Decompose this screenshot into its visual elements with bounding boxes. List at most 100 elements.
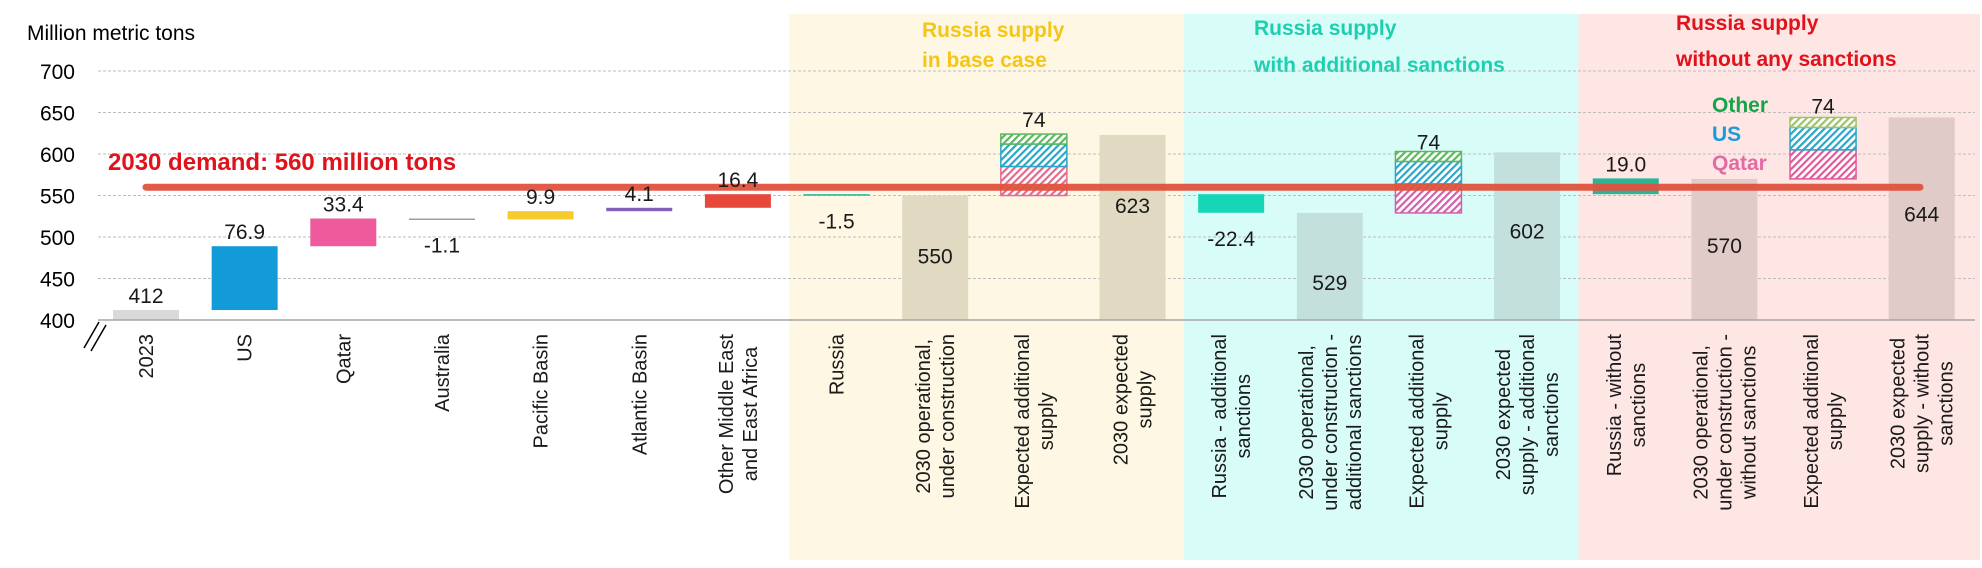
x-tick-label: 2030 operational, under construction - wit… xyxy=(1690,334,1760,511)
y-tick-label: 700 xyxy=(40,61,75,84)
stack-segment-us xyxy=(1000,143,1068,168)
data-label: 602 xyxy=(1510,220,1545,243)
gridlines xyxy=(98,70,1975,279)
x-tick-label-line: supply xyxy=(1825,392,1847,450)
stack-legend: Other US Qatar xyxy=(1712,94,1768,175)
demand-label: 2030 demand: 560 million tons xyxy=(108,149,456,176)
x-tick-label-line: 2023 xyxy=(136,334,158,379)
data-label: 74 xyxy=(1811,95,1835,118)
delta-bar xyxy=(1198,194,1265,213)
delta-bar xyxy=(507,211,574,220)
x-tick-label-line: and East Africa xyxy=(740,346,762,481)
delta-bar xyxy=(211,246,278,311)
x-tick-label-line: supply xyxy=(1430,392,1452,450)
total-bar xyxy=(1099,134,1166,320)
x-tick-label-line: Russia - additional xyxy=(1209,334,1231,499)
data-label: 9.9 xyxy=(526,186,555,209)
x-tick-label-line: 2030 operational, xyxy=(1690,345,1712,500)
x-tick-label: Australia xyxy=(432,333,454,412)
x-tick-label-line: Australia xyxy=(432,333,454,412)
data-label: 16.4 xyxy=(717,169,758,192)
data-labels: 412 76.9 33.4 -1.1 9.9 4.1 16.4 -1.5 550 74 623 -22… xyxy=(128,95,1939,308)
x-tick-label-line: US xyxy=(235,334,257,362)
panel-title: in base case xyxy=(922,49,1047,72)
x-tick-label-line: Expected additional xyxy=(1012,334,1034,509)
x-tick-label: Russia xyxy=(827,333,849,395)
x-tick-label: Russia - without sanctions xyxy=(1604,334,1650,477)
data-label: -1.1 xyxy=(424,234,460,257)
x-tick-label-line: 2030 expected xyxy=(1888,338,1910,469)
delta-bar xyxy=(310,218,377,247)
panel-title: Russia supply xyxy=(922,19,1065,42)
x-tick-label: Pacific Basin xyxy=(531,334,553,449)
x-tick-label-line: Pacific Basin xyxy=(531,334,553,449)
x-tick-label-line: Russia xyxy=(827,333,849,395)
stack-segment-other xyxy=(1789,116,1857,129)
y-tick-label: 450 xyxy=(40,269,75,292)
total-bar xyxy=(1494,152,1561,320)
data-label: 623 xyxy=(1115,195,1150,218)
x-tick-label: 2030 expected supply xyxy=(1111,334,1157,465)
x-tick-label: 2030 expected supply - additional sanction… xyxy=(1493,334,1563,495)
x-tick-label: Other Middle East and East Africa xyxy=(716,334,762,495)
delta-bar xyxy=(803,194,870,196)
data-label: 33.4 xyxy=(323,193,364,216)
y-tick-label: 600 xyxy=(40,144,75,167)
stack-segment-us xyxy=(1789,126,1857,151)
demand-line-group: 2030 demand: 560 million tons xyxy=(108,149,1924,191)
x-tick-label-line: Expected additional xyxy=(1406,334,1428,509)
delta-bar xyxy=(606,207,673,212)
total-bar xyxy=(1296,212,1363,320)
delta-bar xyxy=(704,194,771,208)
y-tick-label: 550 xyxy=(40,186,75,209)
data-label: 74 xyxy=(1022,109,1046,132)
x-tick-label-line: 2030 expected xyxy=(1493,349,1515,480)
x-tick-label-line: supply - additional xyxy=(1517,334,1539,495)
x-tick-label-line: 2030 expected xyxy=(1111,334,1133,465)
x-tick-label-line: Qatar xyxy=(333,334,355,384)
x-tick-label-line: 2030 operational, xyxy=(913,339,935,494)
x-tick-label: Expected additional supply xyxy=(1406,334,1452,509)
data-label: 644 xyxy=(1904,203,1939,226)
legend-entry-us: US xyxy=(1712,123,1741,146)
axis-break-mark xyxy=(90,324,107,352)
x-tick-label-line: supply xyxy=(1036,392,1058,450)
delta-bar xyxy=(408,218,475,220)
data-label: 74 xyxy=(1417,132,1441,155)
x-tick-label: 2030 expected supply - without sanctions xyxy=(1888,334,1958,473)
y-tick-label: 400 xyxy=(40,310,75,333)
panel-title: Russia supply xyxy=(1254,17,1397,40)
stack-segment-other xyxy=(1394,150,1463,163)
legend-entry-qatar: Qatar xyxy=(1712,152,1767,175)
x-tick-label-line: sanctions xyxy=(1628,363,1650,448)
x-tick-label: Russia - additional sanctions xyxy=(1209,334,1255,499)
data-label: 570 xyxy=(1707,235,1742,258)
data-label: 19.0 xyxy=(1605,153,1646,176)
panel-title: with additional sanctions xyxy=(1253,54,1505,77)
bars xyxy=(113,116,1955,320)
total-bar xyxy=(1691,178,1758,320)
x-tick-label: 2023 xyxy=(136,334,158,379)
y-axis-title: Million metric tons xyxy=(27,22,195,45)
data-label: 550 xyxy=(918,246,953,269)
x-tick-label-line: additional sanctions xyxy=(1344,335,1366,511)
data-label: -22.4 xyxy=(1207,228,1255,251)
data-label: -1.5 xyxy=(818,210,854,233)
total-bar xyxy=(113,310,179,320)
x-tick-label-line: supply xyxy=(1135,371,1157,429)
panel-title: without any sanctions xyxy=(1675,48,1897,71)
x-tick-label-line: Atlantic Basin xyxy=(629,334,651,455)
data-label: 529 xyxy=(1312,272,1347,295)
x-tick-label-line: 2030 operational, xyxy=(1296,345,1318,500)
x-tick-label: 2030 operational, under construction xyxy=(913,334,959,499)
x-tick-label: Atlantic Basin xyxy=(629,334,651,455)
x-tick-label-line: Russia - without xyxy=(1604,334,1626,477)
data-label: 76.9 xyxy=(224,221,265,244)
stack-segment-other xyxy=(1000,133,1068,145)
data-label: 412 xyxy=(128,285,163,308)
x-tick-label-line: supply - without xyxy=(1912,334,1934,473)
stack-segment-us xyxy=(1394,160,1463,185)
stack-segment-qatar xyxy=(1789,149,1857,180)
legend-entry-other: Other xyxy=(1712,94,1768,117)
